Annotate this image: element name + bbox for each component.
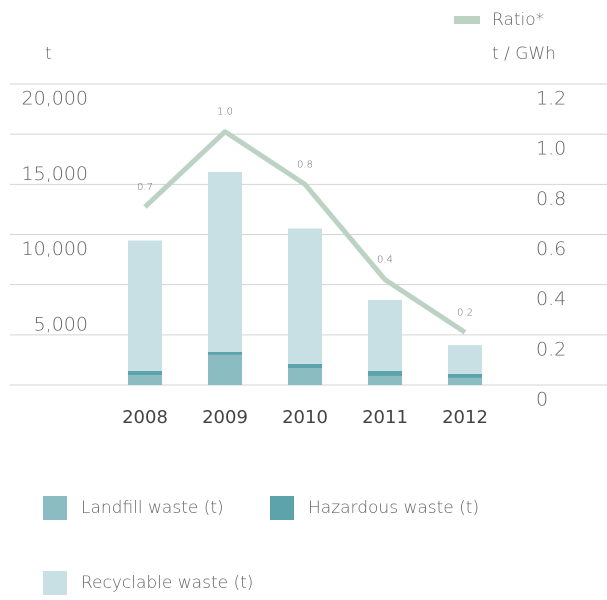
y2-tick-label: 0.6 xyxy=(536,238,566,260)
y2-tick-label: 0.8 xyxy=(536,188,566,210)
legend-swatch xyxy=(43,571,67,595)
bar-segment xyxy=(288,228,322,364)
bar-segment xyxy=(128,375,162,385)
bar-segment xyxy=(288,363,322,368)
x-tick-label: 2011 xyxy=(362,407,408,428)
value-label: 0.7 xyxy=(137,182,153,193)
y2-tick-label: 0.2 xyxy=(536,338,566,360)
legend-label: Ratio* xyxy=(492,10,544,30)
legend-swatch xyxy=(270,496,294,520)
x-tick-label: 2009 xyxy=(202,407,248,428)
bar-segment xyxy=(368,299,402,372)
legend-swatch xyxy=(43,496,67,520)
legend-label: Landfill waste (t) xyxy=(81,498,224,518)
y-axis-label: t xyxy=(45,44,52,64)
bar-segment xyxy=(448,377,482,385)
x-tick-label: 2010 xyxy=(282,407,328,428)
value-label: 0.2 xyxy=(457,307,473,318)
legend-label: Recyclable waste (t) xyxy=(81,573,253,593)
y2-axis-label: t / GWh xyxy=(492,44,556,64)
x-tick-label: 2008 xyxy=(122,407,168,428)
bar-segment xyxy=(208,351,242,355)
y-tick-label: 15,000 xyxy=(22,163,88,185)
bar-segment xyxy=(208,354,242,385)
bar-segment xyxy=(448,373,482,378)
y-tick-label: 5,000 xyxy=(34,313,88,335)
y-tick-label: 10,000 xyxy=(22,238,88,260)
bar-segment xyxy=(288,367,322,385)
value-label: 1.0 xyxy=(217,107,233,118)
ratio-line xyxy=(143,129,467,335)
y2-tick-label: 0.4 xyxy=(536,288,566,310)
y-tick-label: 20,000 xyxy=(22,88,88,110)
value-label: 0.4 xyxy=(377,255,393,266)
legend-swatch xyxy=(454,16,480,24)
bar-segment xyxy=(128,371,162,376)
bar-segment xyxy=(208,172,242,352)
bar-segment xyxy=(448,345,482,374)
y2-tick-label: 1.0 xyxy=(536,138,566,160)
value-label: 0.8 xyxy=(297,159,313,170)
legend-label: Hazardous waste (t) xyxy=(308,498,479,518)
y2-tick-label: 1.2 xyxy=(536,88,566,110)
x-tick-label: 2012 xyxy=(442,407,488,428)
bar-segment xyxy=(368,371,402,376)
y2-tick-label: 0 xyxy=(536,389,548,411)
bar-segment xyxy=(128,240,162,372)
bar-segment xyxy=(368,375,402,385)
